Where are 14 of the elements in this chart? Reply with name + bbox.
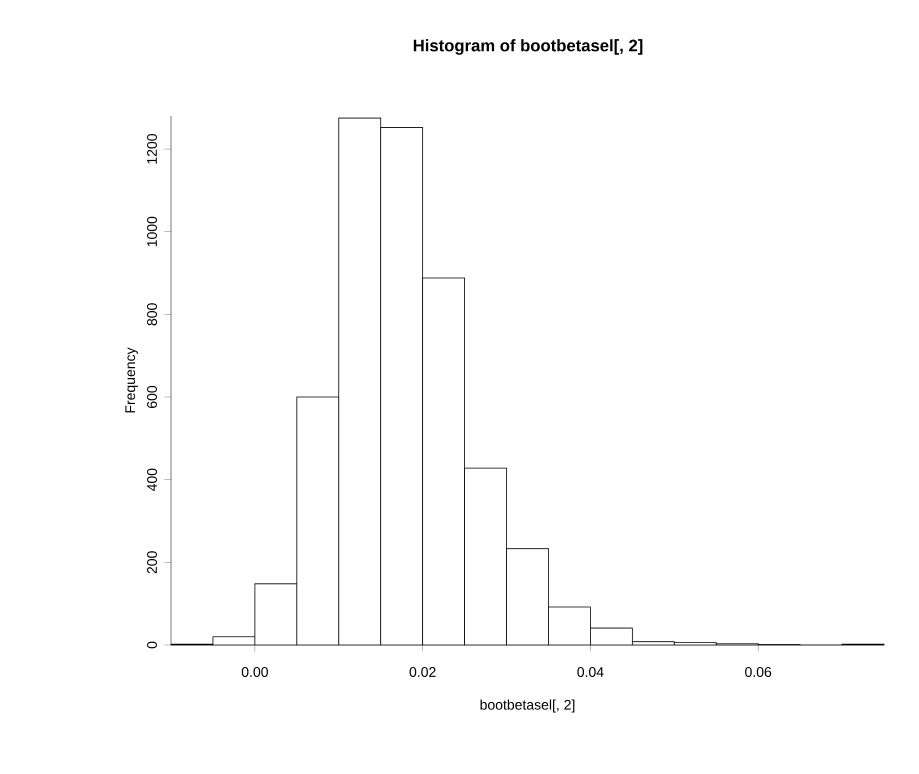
- y-tick-label: 200: [147, 551, 157, 574]
- x-tick-label: 0.04: [577, 667, 604, 677]
- x-tick-label: 0.02: [410, 667, 436, 677]
- x-axis-title: bootbetasel[, 2]: [480, 699, 574, 712]
- y-tick-label: 0: [147, 642, 157, 648]
- x-tick-label: 0.00: [242, 667, 268, 677]
- y-tick-label: 600: [147, 386, 157, 408]
- x-tick-label: 0.06: [745, 667, 772, 677]
- y-tick-label: 800: [147, 303, 157, 326]
- y-tick-label: 1000: [147, 216, 157, 246]
- y-axis-title: Frequency: [125, 347, 138, 412]
- y-tick-label: 1200: [147, 134, 157, 164]
- chart-title: Histogram of bootbetasel[, 2]: [414, 39, 642, 55]
- y-tick-label: 400: [147, 468, 157, 492]
